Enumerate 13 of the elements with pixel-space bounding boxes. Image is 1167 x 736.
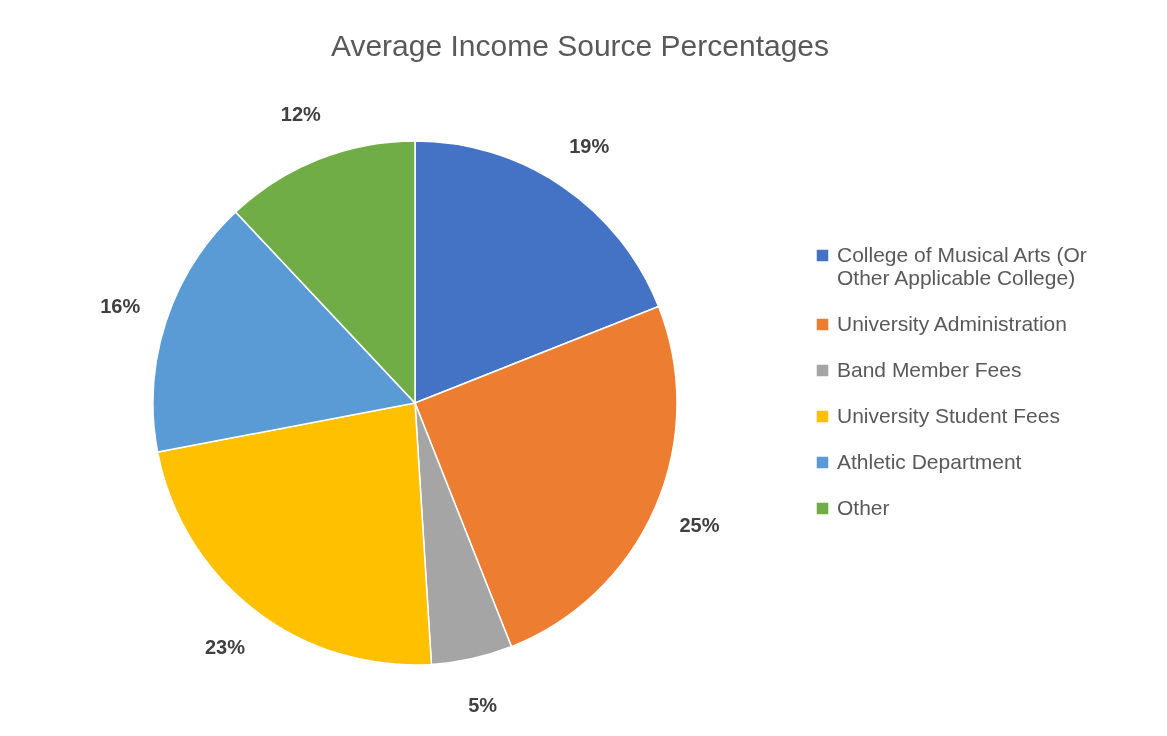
data-label: 5%: [468, 693, 498, 716]
legend-label: College of Musical Arts (Or Other Applicable College): [837, 242, 1087, 289]
legend-label: Band Member Fees: [837, 357, 1022, 381]
data-label: 25%: [679, 514, 720, 537]
legend-label: Other: [837, 495, 890, 519]
data-label: 23%: [204, 635, 246, 658]
legend-label: University Administration: [837, 311, 1067, 335]
data-label: 16%: [100, 295, 141, 318]
chart-title: Average Income Source Percentages: [330, 29, 830, 62]
legend-label: University Student Fees: [837, 403, 1060, 427]
data-label: 19%: [569, 134, 610, 157]
legend-label: Athletic Department: [837, 449, 1022, 473]
data-label: 12%: [280, 102, 322, 125]
